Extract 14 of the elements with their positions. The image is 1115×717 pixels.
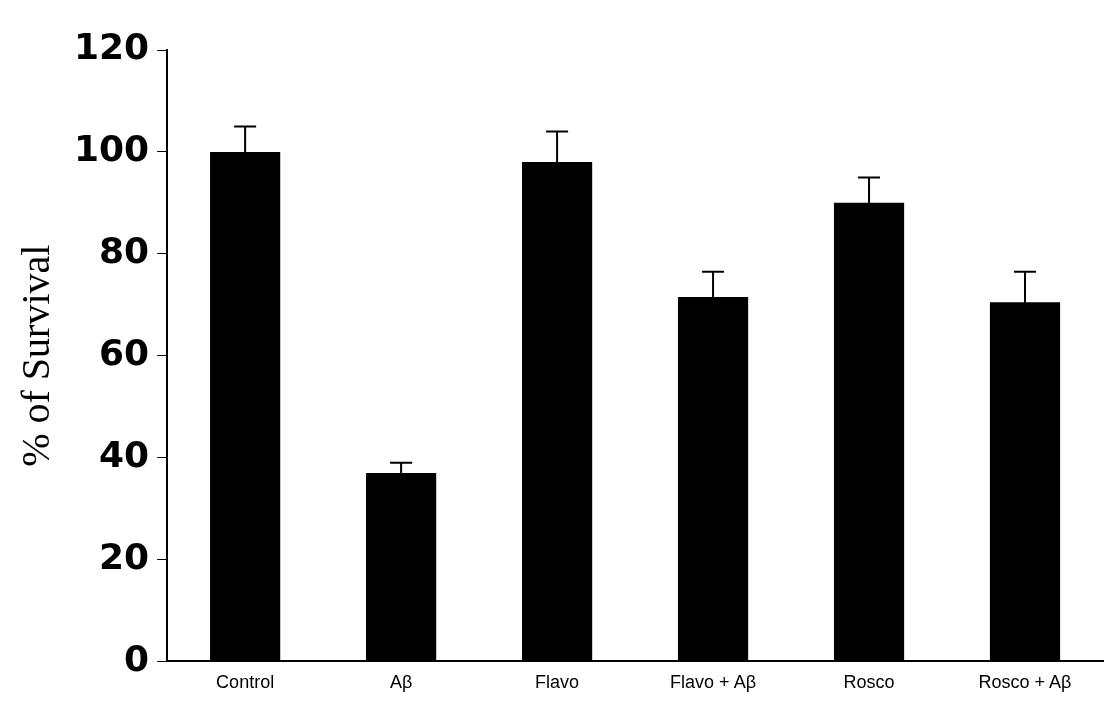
x-tick-label: Flavo <box>535 672 580 693</box>
x-tick-label: Flavo + Aβ <box>670 672 757 693</box>
x-tick-label: Rosco <box>843 672 895 693</box>
x-tick-label: Rosco + Aβ <box>978 672 1072 693</box>
y-tick-label: 0 <box>124 637 150 679</box>
y-tick-label: 40 <box>99 433 150 475</box>
y-tick-label: 80 <box>99 230 150 272</box>
x-tick-label: Aβ <box>389 672 413 693</box>
y-tick-label: 20 <box>99 535 150 577</box>
y-tick-label: 60 <box>99 332 150 374</box>
y-tick-label: 120 <box>73 26 150 68</box>
y-tick-label: 100 <box>73 128 150 170</box>
x-tick-label: Control <box>216 672 275 693</box>
y-axis-title: % of Survival <box>12 244 58 467</box>
